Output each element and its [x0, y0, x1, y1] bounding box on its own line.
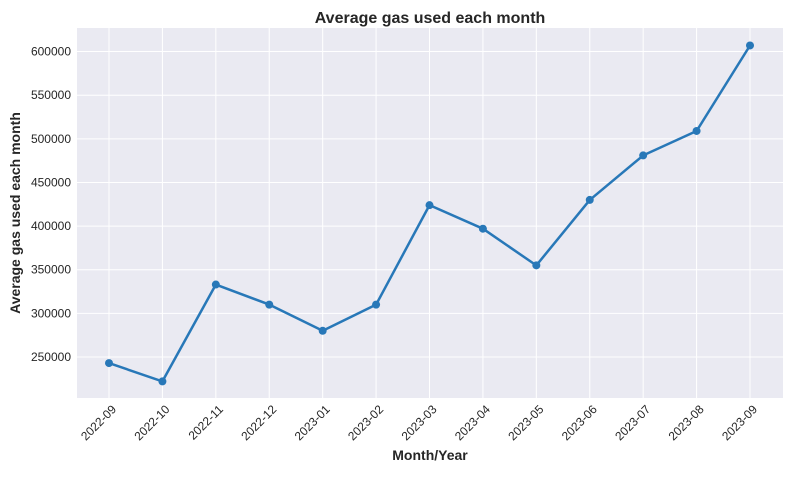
x-tick-label: 2023-01 — [292, 402, 333, 443]
x-tick-label: 2023-06 — [559, 402, 600, 443]
x-tick-label: 2023-05 — [505, 402, 546, 443]
data-point — [265, 300, 274, 309]
data-point — [211, 280, 220, 289]
data-point — [746, 41, 754, 50]
data-point — [158, 377, 167, 386]
data-point — [318, 326, 327, 335]
y-tick-label: 250000 — [31, 350, 71, 364]
data-point — [585, 195, 594, 204]
y-tick-label: 600000 — [31, 45, 71, 59]
x-tick-label: 2023-02 — [345, 402, 386, 443]
y-tick-label: 450000 — [31, 175, 71, 189]
grid-lines — [77, 28, 783, 398]
y-tick-label: 550000 — [31, 88, 71, 102]
y-tick-label: 300000 — [31, 306, 71, 320]
x-tick-label: 2022-09 — [78, 402, 119, 443]
data-point — [105, 359, 113, 368]
x-tick-label: 2023-04 — [452, 402, 493, 443]
x-tick-label: 2022-11 — [186, 402, 227, 443]
y-tick-label: 400000 — [31, 219, 71, 233]
x-tick-label: 2023-08 — [666, 402, 707, 443]
data-point — [532, 261, 541, 270]
data-point — [692, 126, 701, 135]
x-tick-label: 2023-09 — [719, 402, 760, 443]
series-layer — [105, 41, 754, 386]
x-tick-label: 2023-07 — [612, 402, 653, 443]
y-tick-label: 350000 — [31, 263, 71, 277]
chart-title: Average gas used each month — [315, 10, 546, 27]
y-axis-label: Average gas used each month — [7, 112, 23, 314]
x-axis-label: Month/Year — [392, 447, 468, 463]
x-tick-label: 2023-03 — [399, 402, 440, 443]
x-tick-label: 2022-10 — [131, 402, 172, 443]
data-point — [639, 151, 648, 160]
x-tick-label: 2022-12 — [238, 402, 279, 443]
y-tick-label: 500000 — [31, 132, 71, 146]
data-point — [478, 224, 487, 233]
data-point — [372, 300, 381, 309]
data-point — [425, 201, 434, 210]
